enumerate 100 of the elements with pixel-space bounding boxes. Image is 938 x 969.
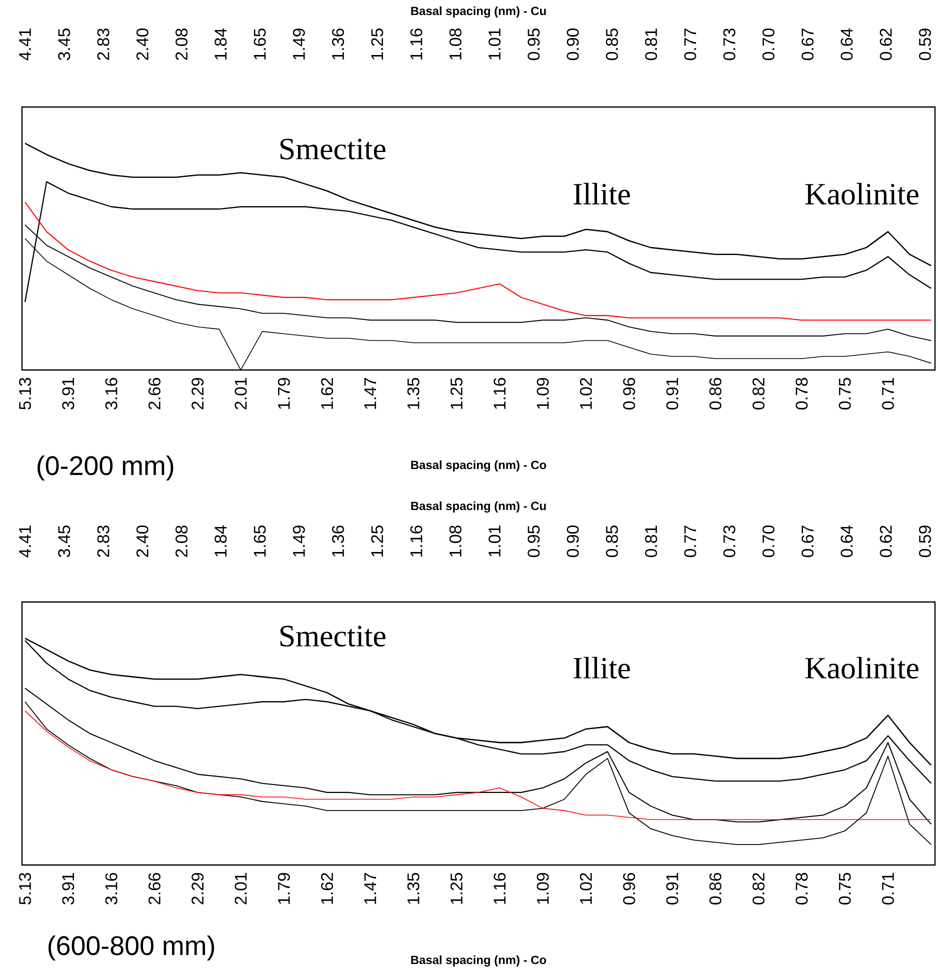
- text: 2.83: [97, 28, 110, 60]
- text: 1.49: [292, 526, 305, 556]
- text: 0.67: [802, 28, 814, 60]
- x-axis-title: Basal spacing (nm) - Co: [411, 460, 546, 472]
- x-tick-label: 0.91: [666, 873, 678, 904]
- text: 0.90: [566, 28, 579, 60]
- text: 3.45: [58, 526, 70, 558]
- x-tick-label: 0.96: [623, 872, 636, 904]
- text: 0.77: [684, 28, 696, 60]
- annotation: Smectite: [280, 626, 386, 647]
- text: 2.08: [176, 28, 188, 60]
- x-tick-label: 0.71: [882, 378, 894, 410]
- text: 1.08: [449, 526, 462, 556]
- x-tick-label: 0.71: [882, 873, 894, 904]
- x-tick-label: 1.25: [450, 872, 462, 904]
- x2-axis-title: Basal spacing (nm) - Cu: [411, 6, 546, 18]
- x-tick-label: 1.79: [278, 872, 290, 904]
- text: 1.84: [214, 525, 227, 556]
- text: 0.95: [528, 526, 540, 558]
- annotation: Smectite: [280, 138, 386, 160]
- x-tick-label: 1.47: [364, 378, 376, 409]
- text: 1.08: [449, 28, 462, 60]
- text: 0.59: [918, 28, 931, 60]
- text: 0.62: [880, 28, 892, 60]
- x-tick-label: 1.25: [450, 378, 462, 409]
- x-tick-label: 3.91: [62, 378, 74, 410]
- text: 2.40: [136, 525, 148, 557]
- x-tick-label: 0.86: [709, 872, 722, 904]
- x-tick-label: 0.96: [623, 378, 636, 410]
- x-tick-label: 0.75: [838, 378, 851, 410]
- text: 2.83: [97, 526, 110, 557]
- x-tick-label: 1.09: [536, 378, 549, 409]
- x-tick-label: 2.29: [192, 872, 204, 904]
- x-tick-label: 3.16: [105, 872, 118, 905]
- text: 0.73: [723, 526, 736, 558]
- text: 1.25: [371, 526, 384, 556]
- x-tick-label: 1.16: [494, 872, 506, 904]
- x-tick-label: 1.62: [321, 378, 334, 409]
- text: 1.25: [371, 28, 384, 60]
- x-tick-label: 0.78: [796, 872, 808, 904]
- annotation: Illite: [574, 182, 630, 205]
- text: 0.85: [606, 526, 618, 558]
- x-tick-label: 2.29: [192, 378, 204, 410]
- text: 1.36: [332, 526, 344, 556]
- x-tick-label: 0.78: [796, 378, 808, 410]
- text: 0.73: [723, 28, 736, 60]
- x-tick-label: 5.13: [19, 378, 32, 410]
- text: 1.01: [488, 526, 501, 556]
- text: 0.85: [606, 28, 618, 60]
- annotation: Illite: [574, 656, 630, 679]
- text: 0.67: [802, 526, 814, 558]
- x2-axis-title: Basal spacing (nm) - Cu: [411, 501, 546, 513]
- x-tick-label: 2.01: [234, 873, 247, 904]
- x-tick-label: 1.02: [580, 873, 592, 904]
- text: 4.41: [19, 526, 31, 558]
- text: 0.59: [918, 526, 931, 558]
- x-tick-label: 2.01: [234, 378, 247, 410]
- text: 1.16: [410, 526, 422, 556]
- x-tick-label: 0.82: [752, 873, 765, 904]
- x-tick-label: 0.91: [666, 378, 678, 410]
- x-tick-label: 1.62: [321, 873, 334, 904]
- x-tick-label: 2.66: [148, 872, 160, 904]
- x-tick-label: 1.79: [278, 378, 290, 409]
- x-tick-label: 3.16: [105, 378, 118, 410]
- text: 1.01: [488, 28, 501, 60]
- text: 1.84: [214, 28, 227, 60]
- x-tick-label: 1.09: [536, 872, 549, 904]
- x-axis-title: Basal spacing (nm) - Co: [411, 955, 546, 967]
- text: (0-200 mm): [38, 455, 174, 481]
- x-tick-label: 0.75: [838, 872, 851, 904]
- annotation: Kaolinite: [805, 182, 918, 205]
- x-tick-label: 1.02: [580, 378, 592, 409]
- x-tick-label: 1.16: [494, 378, 506, 409]
- text: 0.64: [840, 525, 853, 558]
- text: 1.65: [254, 526, 266, 556]
- x-tick-label: 3.91: [62, 873, 74, 905]
- text: 0.77: [684, 526, 696, 558]
- text: 1.36: [332, 28, 344, 60]
- x-tick-label: 2.66: [148, 378, 160, 410]
- text: 2.40: [136, 28, 148, 60]
- text: 0.81: [645, 28, 658, 60]
- text: 0.70: [762, 28, 774, 60]
- x-tick-label: 0.82: [752, 378, 765, 410]
- x-tick-label: 1.35: [407, 378, 420, 409]
- x-tick-label: 1.35: [407, 872, 420, 904]
- text: 1.49: [292, 28, 305, 60]
- text: (600-800 mm): [48, 935, 214, 961]
- text: 0.95: [528, 28, 540, 60]
- text: 3.45: [58, 28, 70, 60]
- text: 0.64: [840, 28, 853, 60]
- text: 2.08: [176, 526, 188, 557]
- text: 0.70: [762, 525, 774, 558]
- text: 0.90: [566, 525, 579, 558]
- text: 1.16: [410, 28, 422, 60]
- annotation: Kaolinite: [805, 656, 918, 679]
- text: 4.41: [19, 28, 31, 60]
- x-tick-label: 5.13: [19, 872, 32, 904]
- text: 0.62: [880, 526, 892, 558]
- x-tick-label: 0.86: [709, 378, 722, 410]
- text: 1.65: [254, 28, 266, 60]
